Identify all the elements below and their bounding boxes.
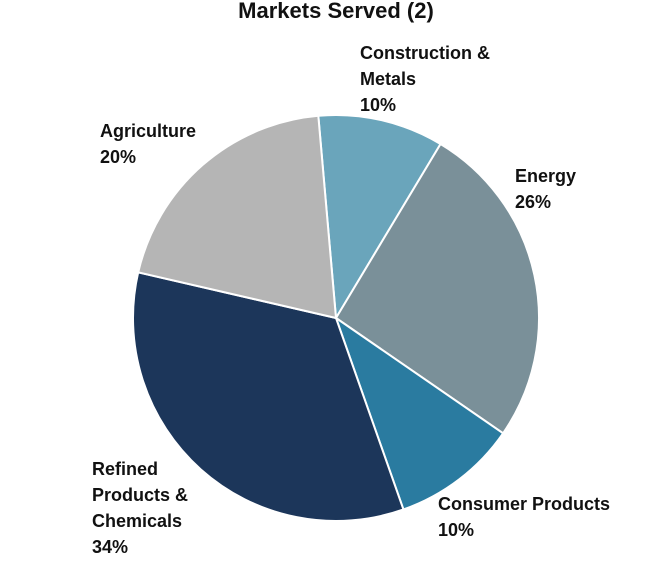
category-label: Agriculture [100,121,197,141]
pie-slice [137,114,338,320]
category-label: Consumer Products [438,494,611,514]
chart-title: Markets Served (2) [238,0,434,23]
category-label: Construction & Metals [360,43,490,89]
slice-label: Consumer Products 10% [438,491,668,543]
slice-label: Construction & Metals 10% [360,40,530,118]
value-label: 26% [515,192,552,212]
pie-slice [132,271,405,522]
pie-slice [334,315,505,511]
category-label: Refined Products & Chemicals [92,459,189,531]
value-label: 34% [92,537,129,557]
category-label: Energy [515,166,577,186]
pie-slice [334,142,540,435]
slice-label: Energy 26% [515,163,635,215]
slice-label: Agriculture 20% [100,118,250,170]
value-label: 10% [438,520,475,540]
slice-label: Refined Products & Chemicals 34% [92,456,217,560]
value-label: 20% [100,147,137,167]
value-label: 10% [360,95,397,115]
pie-slice [317,114,442,322]
